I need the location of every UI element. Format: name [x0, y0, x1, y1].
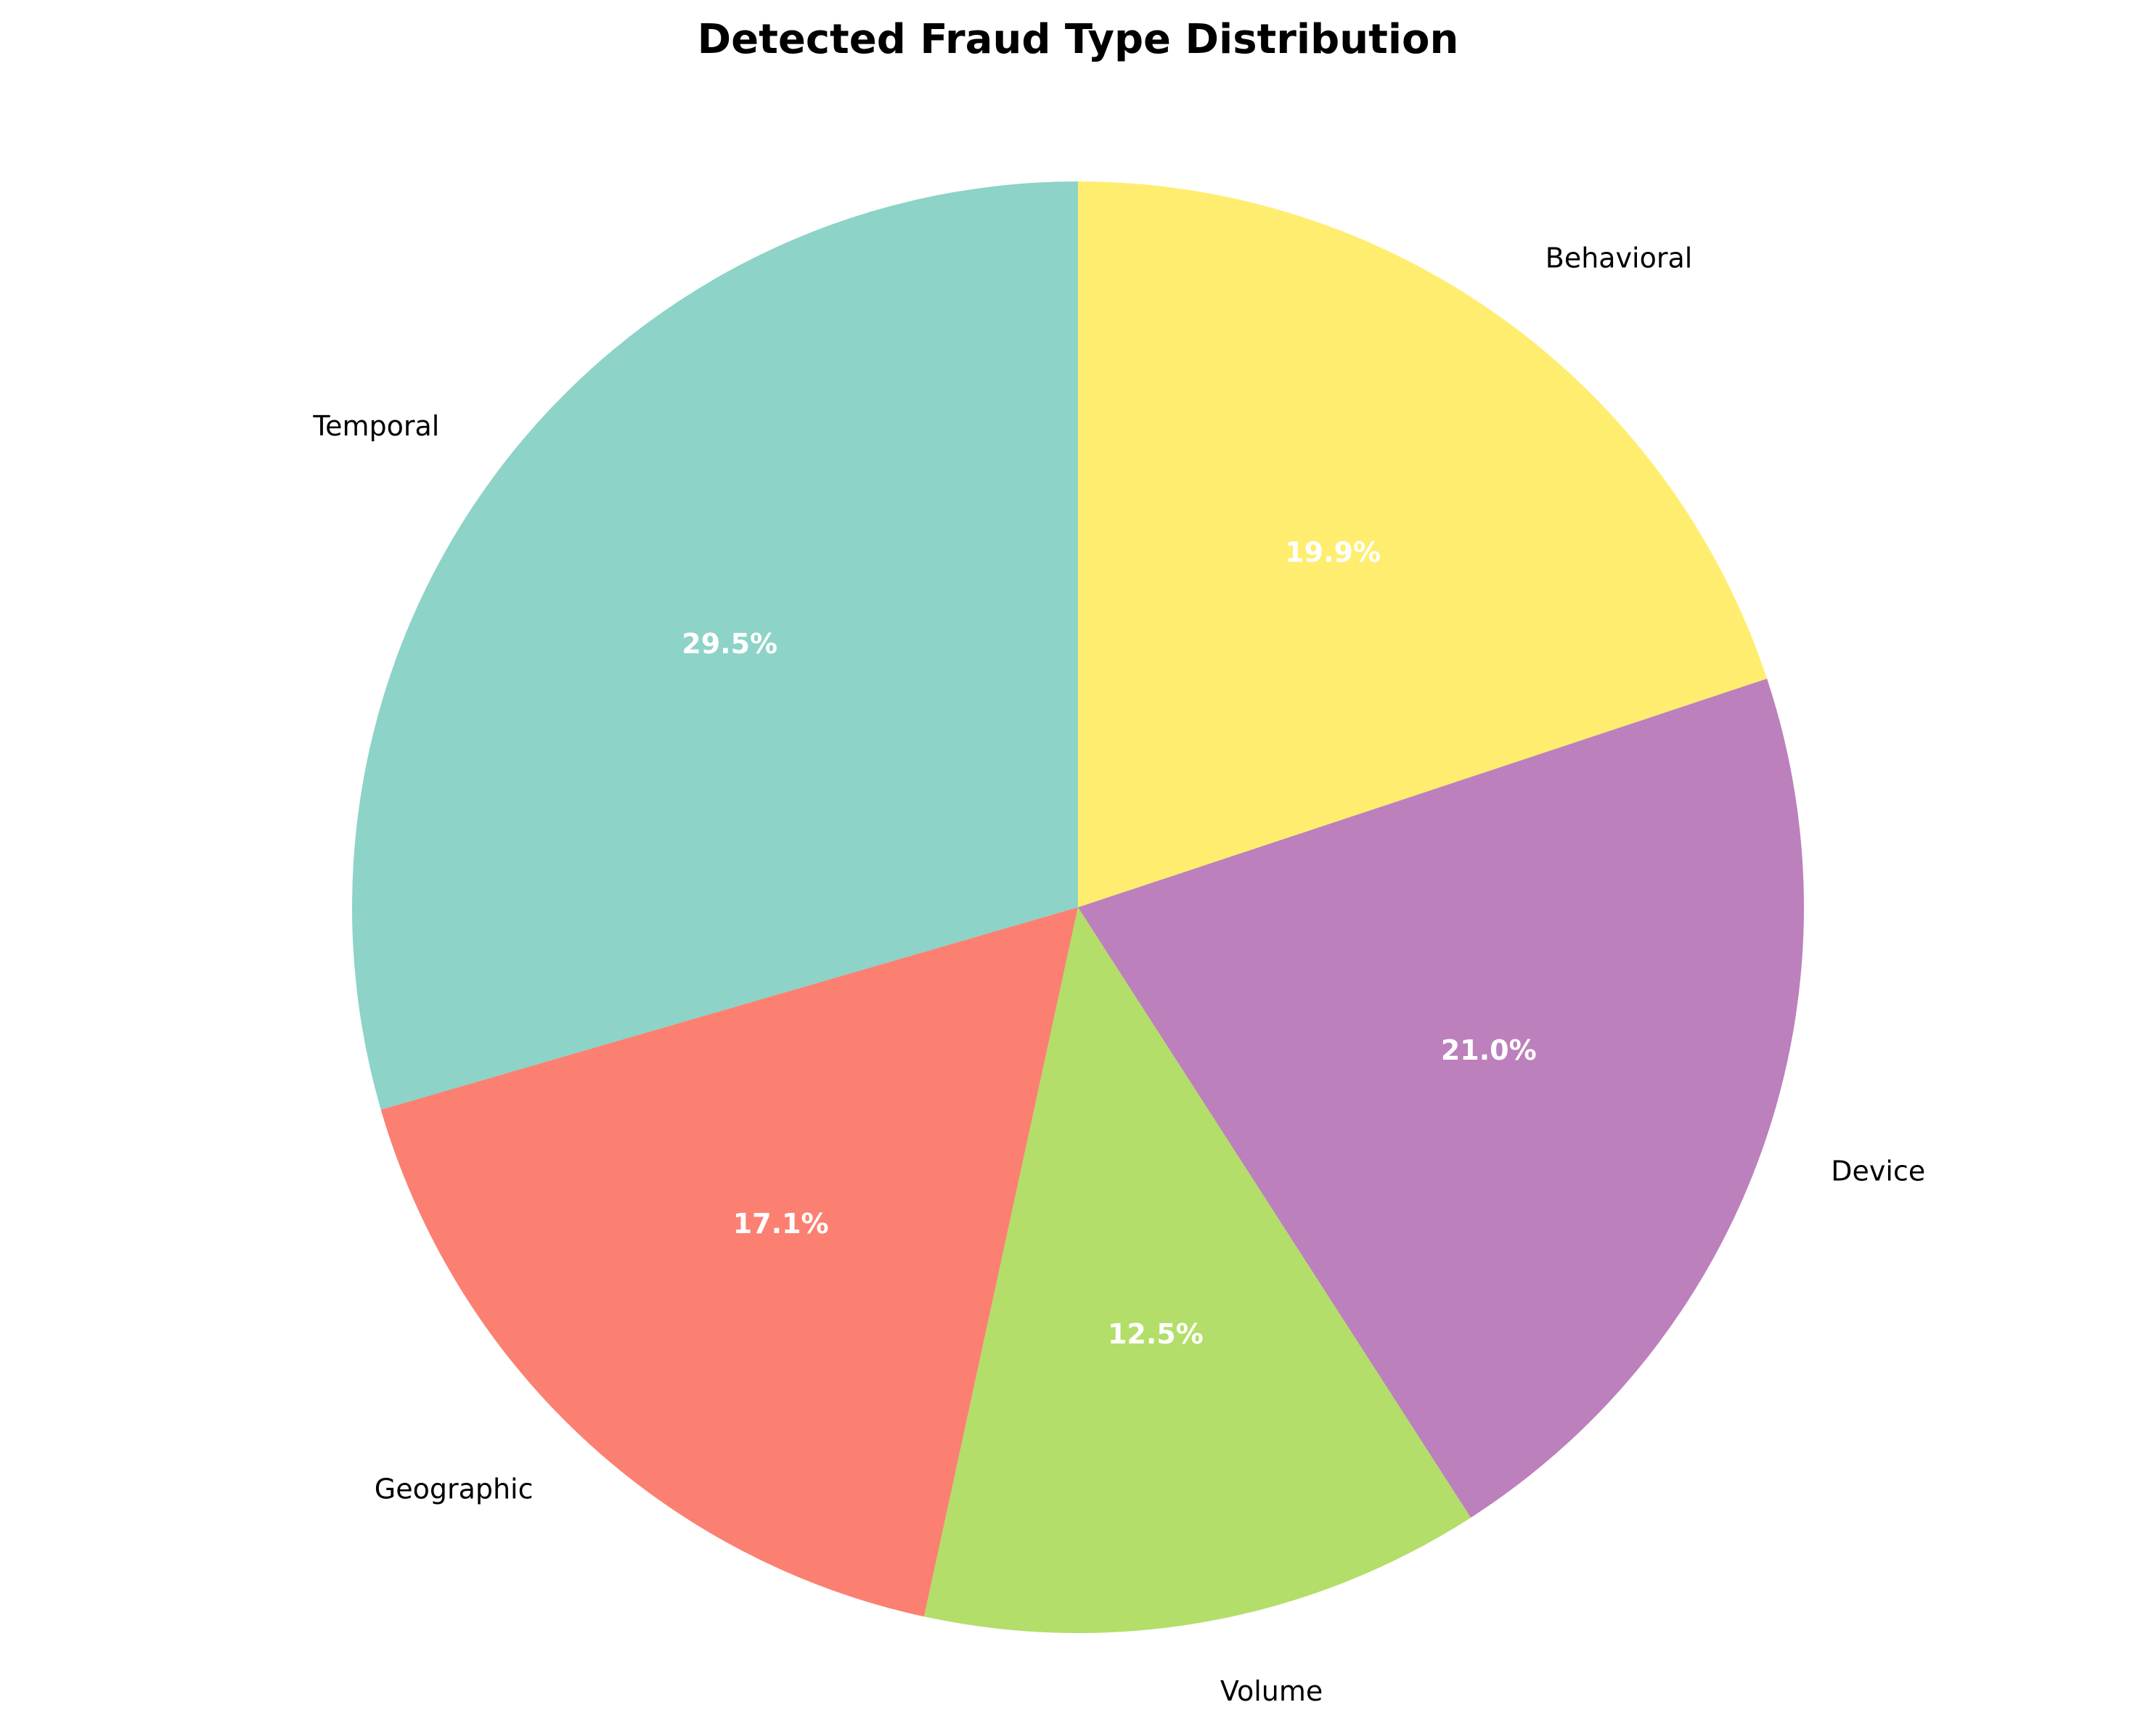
slice-label-temporal: Temporal	[312, 410, 439, 442]
slice-label-volume: Volume	[1220, 1675, 1323, 1707]
slice-label-device: Device	[1831, 1155, 1925, 1187]
pct-label-device: 21.0%	[1441, 1034, 1537, 1066]
pie-slice-behavioral	[1078, 181, 1768, 907]
pie-slice-geographic	[380, 907, 1078, 1617]
pie-slices	[351, 181, 1804, 1633]
slice-label-geographic: Geographic	[375, 1473, 534, 1505]
pie-slice-temporal	[351, 181, 1078, 1110]
slice-label-behavioral: Behavioral	[1545, 242, 1693, 274]
pct-label-volume: 12.5%	[1108, 1318, 1204, 1350]
pct-label-geographic: 17.1%	[733, 1208, 829, 1240]
pct-label-behavioral: 19.9%	[1285, 536, 1381, 568]
pie-slice-device	[1078, 679, 1804, 1518]
pct-label-temporal: 29.5%	[682, 628, 777, 660]
pie-slice-volume	[923, 907, 1471, 1633]
chart-title: Detected Fraud Type Distribution	[698, 16, 1459, 63]
pie-labels: Temporal 29.5% Geographic 17.1% Volume 12.5% D…	[312, 242, 1925, 1707]
